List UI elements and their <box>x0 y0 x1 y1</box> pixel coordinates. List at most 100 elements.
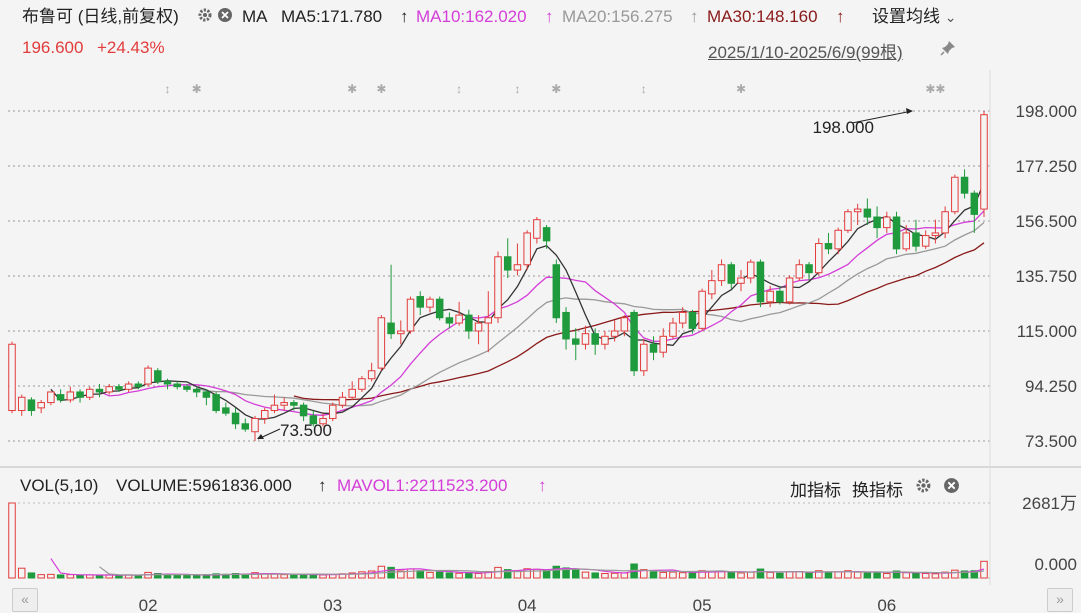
candle-body <box>280 402 288 406</box>
volume-bar <box>776 572 784 579</box>
candle-body <box>523 232 531 266</box>
candle-body <box>552 264 561 319</box>
volume-bar <box>669 571 677 579</box>
volume-bar <box>8 502 16 579</box>
volume-bar <box>824 571 833 579</box>
volume-bar <box>66 574 75 579</box>
switch-indicator-button[interactable]: 换指标 <box>852 481 903 500</box>
close-icon[interactable] <box>943 477 960 499</box>
event-marker-icon: ↕ <box>456 82 462 96</box>
candle-down <box>309 410 318 427</box>
volume-bar <box>873 571 881 579</box>
date-range[interactable]: 2025/1/10-2025/6/9(99根) <box>708 43 903 62</box>
current-price: 196.600 <box>22 38 84 57</box>
x-tick-label: 03 <box>323 596 342 613</box>
gear-icon[interactable] <box>915 477 932 499</box>
candle-body <box>270 404 279 412</box>
candle-up <box>678 307 687 329</box>
candle-body <box>416 296 424 308</box>
candle-body <box>406 298 415 332</box>
ma20-value: MA20:156.275 <box>562 7 673 26</box>
y-tick-label: 94.250 <box>1025 377 1077 396</box>
volume-bar <box>572 569 580 579</box>
candle-body <box>863 208 872 218</box>
candle-body <box>56 394 65 401</box>
close-icon[interactable] <box>217 7 233 29</box>
volume-bar <box>591 572 599 579</box>
candle-body <box>669 322 677 337</box>
candle-body <box>513 264 522 271</box>
candle-up <box>523 230 531 271</box>
candle-body <box>192 388 201 393</box>
pin-icon[interactable] <box>940 40 956 61</box>
candle-down <box>76 389 84 403</box>
max-annotation-label: 198.000 <box>813 118 874 137</box>
candle-down <box>591 328 599 355</box>
add-indicator-button[interactable]: 加指标 <box>790 481 841 500</box>
candle-up <box>717 259 726 286</box>
candle-body <box>338 396 347 406</box>
volume-bar <box>766 571 774 579</box>
candle-body <box>776 290 784 303</box>
candle-body <box>737 277 745 284</box>
candle-body <box>47 391 55 404</box>
candle-down <box>824 232 833 255</box>
candle-body <box>66 391 75 401</box>
candle-body <box>299 404 308 417</box>
stock-title-text: 布鲁可 (日线,前复权) <box>22 7 179 26</box>
candle-up <box>37 399 45 414</box>
candle-body <box>173 383 181 388</box>
max-annotation-line <box>851 110 913 124</box>
gear-icon[interactable] <box>197 7 213 29</box>
settings-ma-label: 设置均线 <box>872 7 940 26</box>
candle-down <box>192 386 201 398</box>
y-tick-label: 135.750 <box>1016 267 1077 286</box>
candle-body <box>834 229 842 250</box>
chevron-down-icon: ⌄ <box>944 9 957 25</box>
volume-bar <box>902 572 910 579</box>
volume-bar <box>37 574 45 579</box>
settings-ma-button[interactable]: 设置均线 ⌄ <box>872 6 956 28</box>
candle-up <box>124 381 133 392</box>
x-tick-label: 06 <box>877 596 896 613</box>
candle-body <box>8 343 16 412</box>
candle-body <box>951 176 959 213</box>
candle-body <box>76 391 84 398</box>
double-chevron-left-icon: « <box>21 591 29 607</box>
candle-body <box>678 311 687 324</box>
volume-value: VOLUME:5961836.000 <box>116 476 292 495</box>
candle-body <box>766 290 774 303</box>
candle-up <box>329 402 337 422</box>
candle-up <box>270 394 279 414</box>
min-annotation-arrow <box>257 434 264 439</box>
ma30-value: MA30:148.160 <box>707 7 818 26</box>
scroll-left-button[interactable]: « <box>12 588 38 612</box>
volume-bar <box>883 573 891 579</box>
candle-up <box>698 288 706 331</box>
volume-bar <box>47 573 55 579</box>
change-percent: +24.43% <box>97 38 165 57</box>
volume-bar <box>173 574 181 579</box>
candle-up <box>581 325 590 350</box>
candle-down <box>649 336 658 361</box>
candle-body <box>86 388 94 398</box>
event-marker-icon: ✱ <box>551 82 561 96</box>
volume-bar <box>951 569 959 579</box>
candle-body <box>902 232 910 250</box>
ma5-value: MA5:171.780 <box>281 7 383 26</box>
scroll-right-button[interactable]: » <box>1047 588 1073 612</box>
ma30-line <box>293 242 985 401</box>
volume-bar <box>678 572 687 579</box>
candle-up <box>533 217 541 244</box>
candle-body <box>572 338 580 345</box>
candle-up <box>844 209 852 233</box>
candle-up <box>280 397 288 411</box>
candle-down <box>435 296 444 321</box>
candle-body <box>212 394 220 412</box>
candle-up <box>406 296 415 334</box>
candle-body <box>163 380 172 385</box>
volume-bar <box>348 572 356 579</box>
event-marker-icon: ✱ <box>376 82 386 96</box>
candle-up <box>397 320 405 345</box>
